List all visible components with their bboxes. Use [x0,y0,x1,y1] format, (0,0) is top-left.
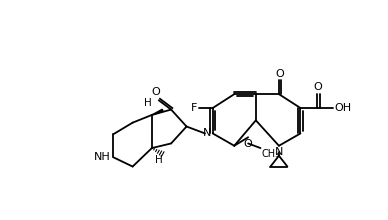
Polygon shape [152,109,163,115]
Text: N: N [203,128,211,138]
Text: F: F [191,103,197,113]
Text: NH: NH [94,152,111,162]
Text: O: O [151,87,160,97]
Text: N: N [275,147,283,157]
Text: O: O [243,139,252,149]
Text: OH: OH [334,103,352,113]
Text: H: H [155,155,163,165]
Text: O: O [314,82,322,92]
Text: CH₃: CH₃ [261,149,279,159]
Text: O: O [275,69,284,79]
Text: H: H [144,98,152,108]
